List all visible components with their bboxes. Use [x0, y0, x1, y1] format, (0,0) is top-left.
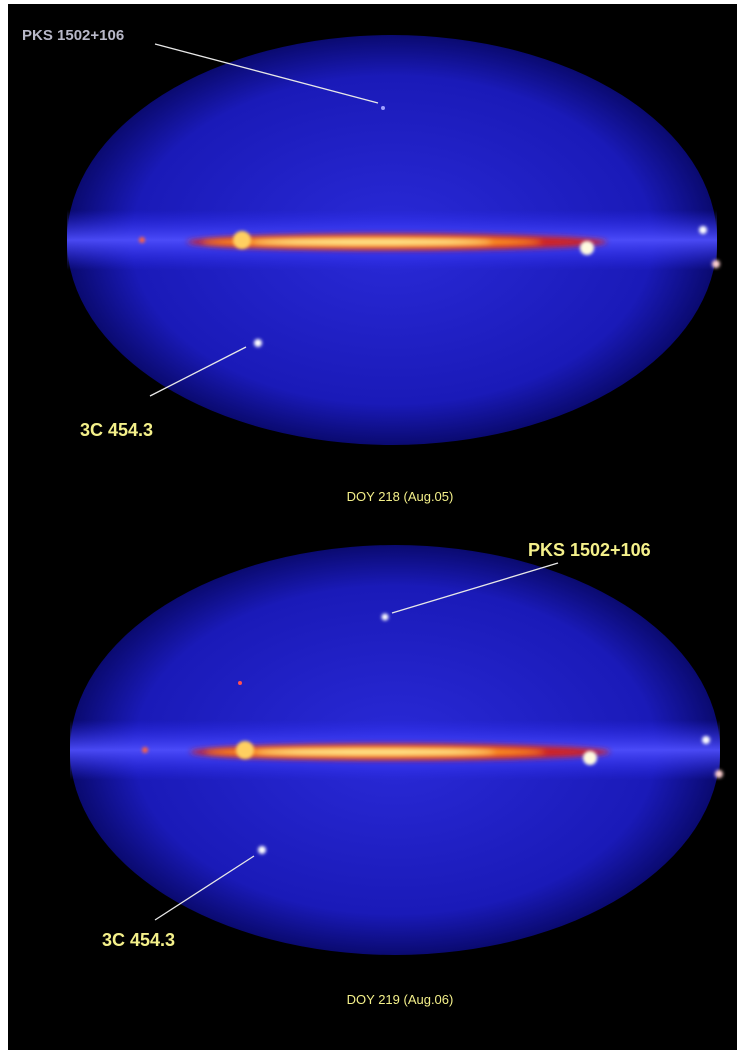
source-marker [382, 614, 389, 621]
source-label: PKS 1502+106 [528, 540, 651, 560]
sky-map [67, 35, 720, 445]
source-label: PKS 1502+106 [22, 27, 124, 44]
source-marker [254, 339, 262, 347]
source-label: 3C 454.3 [102, 930, 175, 950]
source-label: 3C 454.3 [80, 420, 153, 440]
source-marker [381, 106, 385, 110]
sky-map [70, 545, 723, 955]
source-marker [238, 681, 242, 685]
caption: DOY 219 (Aug.06) [347, 992, 454, 1007]
sky-maps: PKS 1502+106 3C 454.3 DOY 218 (Aug.05) P… [0, 0, 739, 1057]
source-marker [258, 846, 266, 854]
caption: DOY 218 (Aug.05) [347, 489, 454, 504]
